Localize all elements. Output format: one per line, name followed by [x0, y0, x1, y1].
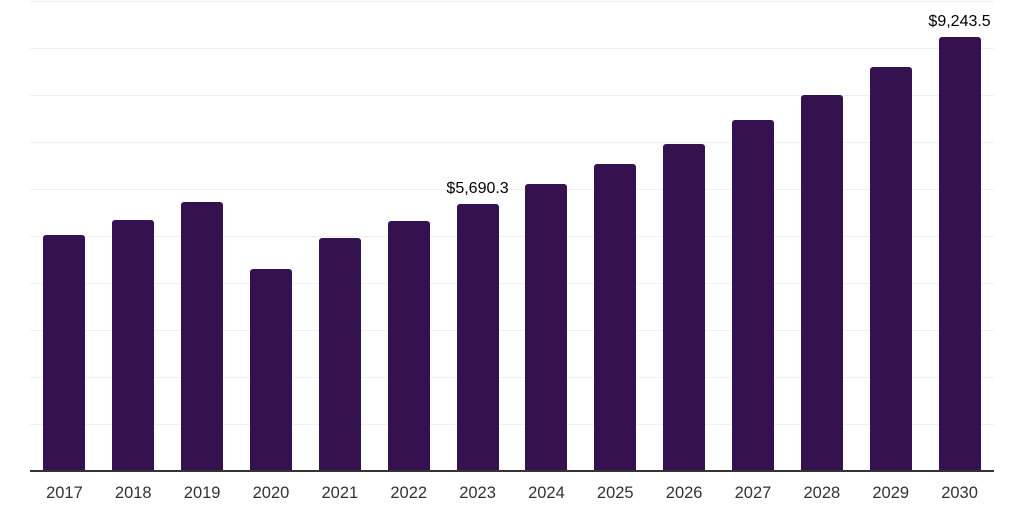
bar-2026: [663, 144, 706, 471]
bar-2022: [387, 220, 430, 471]
x-tick-label: 2029: [872, 484, 910, 502]
x-tick-label: 2018: [114, 484, 152, 502]
bar-2030: [938, 36, 981, 471]
bar-2027: [732, 119, 774, 471]
gridline: [30, 236, 994, 237]
bar-2023: [456, 203, 499, 471]
gridline: [30, 424, 994, 425]
bar-2020: [250, 268, 292, 471]
x-tick-label: 2022: [390, 484, 428, 502]
x-tick-label: 2024: [528, 484, 565, 502]
x-tick-label: 2021: [321, 484, 359, 502]
x-tick-label: 2028: [803, 484, 841, 502]
x-tick-label: 2020: [252, 484, 290, 502]
x-tick-label: 2030: [941, 484, 978, 502]
gridline: [30, 189, 994, 190]
gridline: [30, 1, 994, 2]
bar-2029: [869, 66, 912, 471]
gridline: [30, 142, 994, 143]
bar-2018: [112, 220, 155, 471]
x-tick-label: 2025: [596, 484, 634, 502]
bar-2025: [594, 164, 637, 471]
gridline: [30, 95, 994, 96]
gridline: [30, 377, 994, 378]
bar-2021: [318, 237, 361, 471]
x-tick-label: 2027: [734, 484, 772, 502]
bar-2024: [525, 184, 568, 471]
x-tick-label: 2019: [183, 484, 221, 502]
bar-2028: [800, 95, 843, 471]
gridline: [30, 283, 994, 284]
gridline: [30, 330, 994, 331]
bar-2019: [181, 201, 224, 471]
data-label: $5,690.3: [446, 179, 509, 197]
bar-2017: [43, 234, 86, 471]
data-label: $9,243.5: [928, 12, 991, 30]
x-axis: 2017 2018 2019 2020 2021 2022 2023 2024 2025 2026…: [30, 483, 994, 505]
x-axis-line: [30, 470, 994, 472]
x-tick-label: 2026: [665, 484, 703, 502]
x-tick-label: 2017: [46, 484, 83, 502]
gridline: [30, 48, 994, 49]
plot-area: $5,690.3 $9,243.5: [30, 1, 994, 471]
x-tick-label: 2023: [459, 484, 496, 502]
